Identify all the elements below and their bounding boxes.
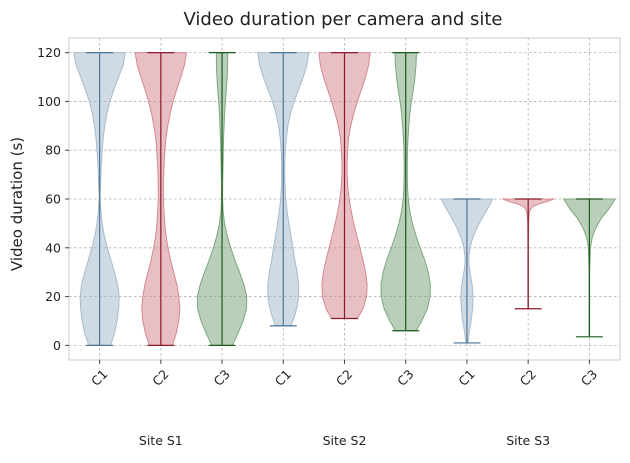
x-tick-label: C3 [210, 366, 232, 388]
x-tick-label: C3 [394, 366, 416, 388]
x-tick-label: C2 [333, 366, 355, 388]
x-tick-label: C2 [149, 366, 171, 388]
y-tick-label: 20 [45, 289, 61, 304]
violin-layer [73, 52, 617, 346]
y-tick-label: 120 [37, 45, 61, 60]
y-tick-label: 80 [45, 143, 61, 158]
x-tick-label: C2 [517, 366, 539, 388]
x-tick-label: C3 [578, 366, 600, 388]
y-tick-label: 0 [53, 338, 61, 353]
y-tick-label: 40 [45, 240, 61, 255]
y-tick-label: 100 [37, 94, 61, 109]
y-tick-label: 60 [45, 192, 61, 207]
y-axis-label: Video duration (s) [8, 137, 26, 271]
site-group-label: Site S3 [506, 433, 550, 448]
x-tick-label: C1 [88, 366, 110, 388]
site-group-label: Site S1 [139, 433, 183, 448]
x-tick-label: C1 [272, 366, 294, 388]
axis-layer: 0 20 40 60 80 100 120 C1 C2 C3 C1 C2 C3 C1 C2 C3 Site S1… [37, 37, 621, 448]
x-tick-label: C1 [455, 366, 477, 388]
site-group-label: Site S2 [323, 433, 367, 448]
chart-title: Video duration per camera and site [183, 9, 502, 30]
